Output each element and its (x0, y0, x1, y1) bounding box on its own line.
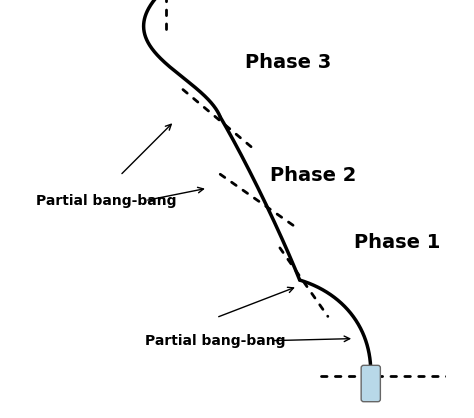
Text: Phase 2: Phase 2 (271, 166, 357, 185)
Text: Partial bang-bang: Partial bang-bang (36, 194, 177, 208)
Text: Phase 1: Phase 1 (354, 233, 440, 252)
Text: Partial bang-bang: Partial bang-bang (145, 334, 285, 348)
Text: Phase 3: Phase 3 (246, 53, 332, 72)
FancyBboxPatch shape (361, 365, 380, 402)
